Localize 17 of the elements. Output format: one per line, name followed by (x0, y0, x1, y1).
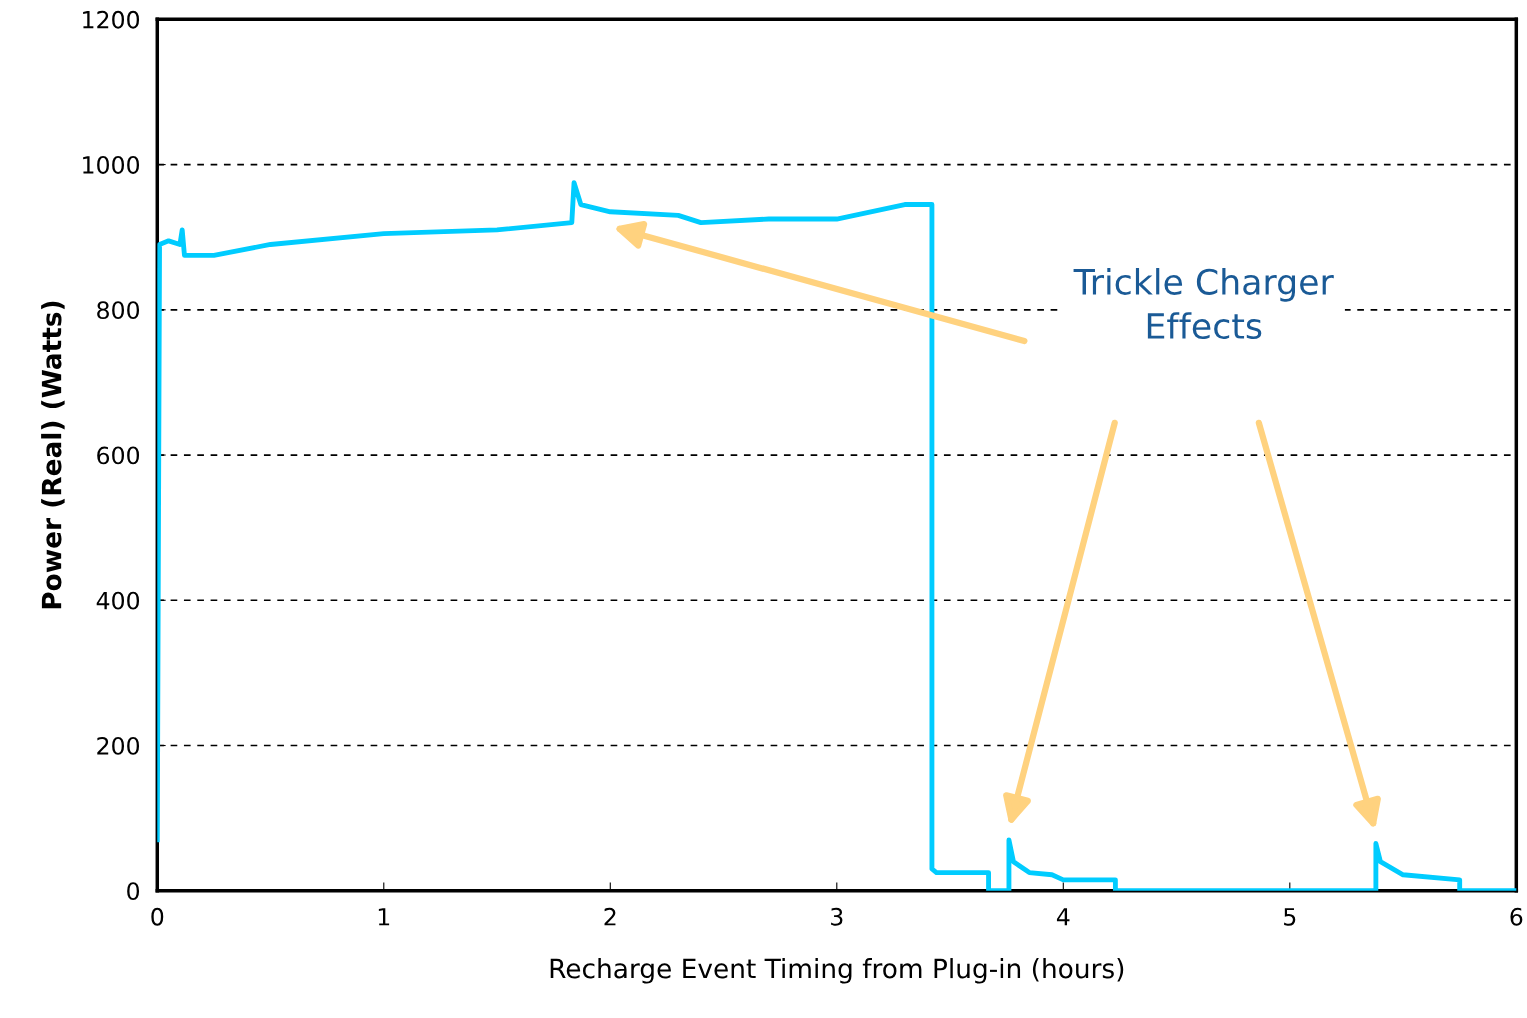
x-tick-label: 5 (1284, 908, 1296, 926)
x-axis-title: Recharge Event Timing from Plug-in (hours) (550, 958, 1124, 984)
y-tick-label: 1000 (83, 156, 140, 174)
x-tick-label: 1 (378, 908, 390, 926)
y-tick-label: 1200 (83, 10, 140, 29)
y-tick-label: 800 (97, 301, 140, 320)
y-tick-label: 0 (127, 882, 140, 901)
x-tick-label: 6 (1510, 907, 1523, 926)
y-axis-title: Power (Real) (Watts) (41, 301, 65, 609)
annotation: Trickle Charger Effects (1073, 268, 1334, 340)
y-tick-label: 200 (97, 736, 140, 755)
x-tick-label: 2 (604, 907, 616, 926)
y-tick-label: 400 (96, 591, 140, 610)
x-tick-label: 4 (1056, 908, 1070, 926)
x-tick-label: 0 (151, 907, 164, 926)
y-tick-label: 600 (97, 446, 140, 465)
x-tick-label: 3 (831, 907, 843, 926)
